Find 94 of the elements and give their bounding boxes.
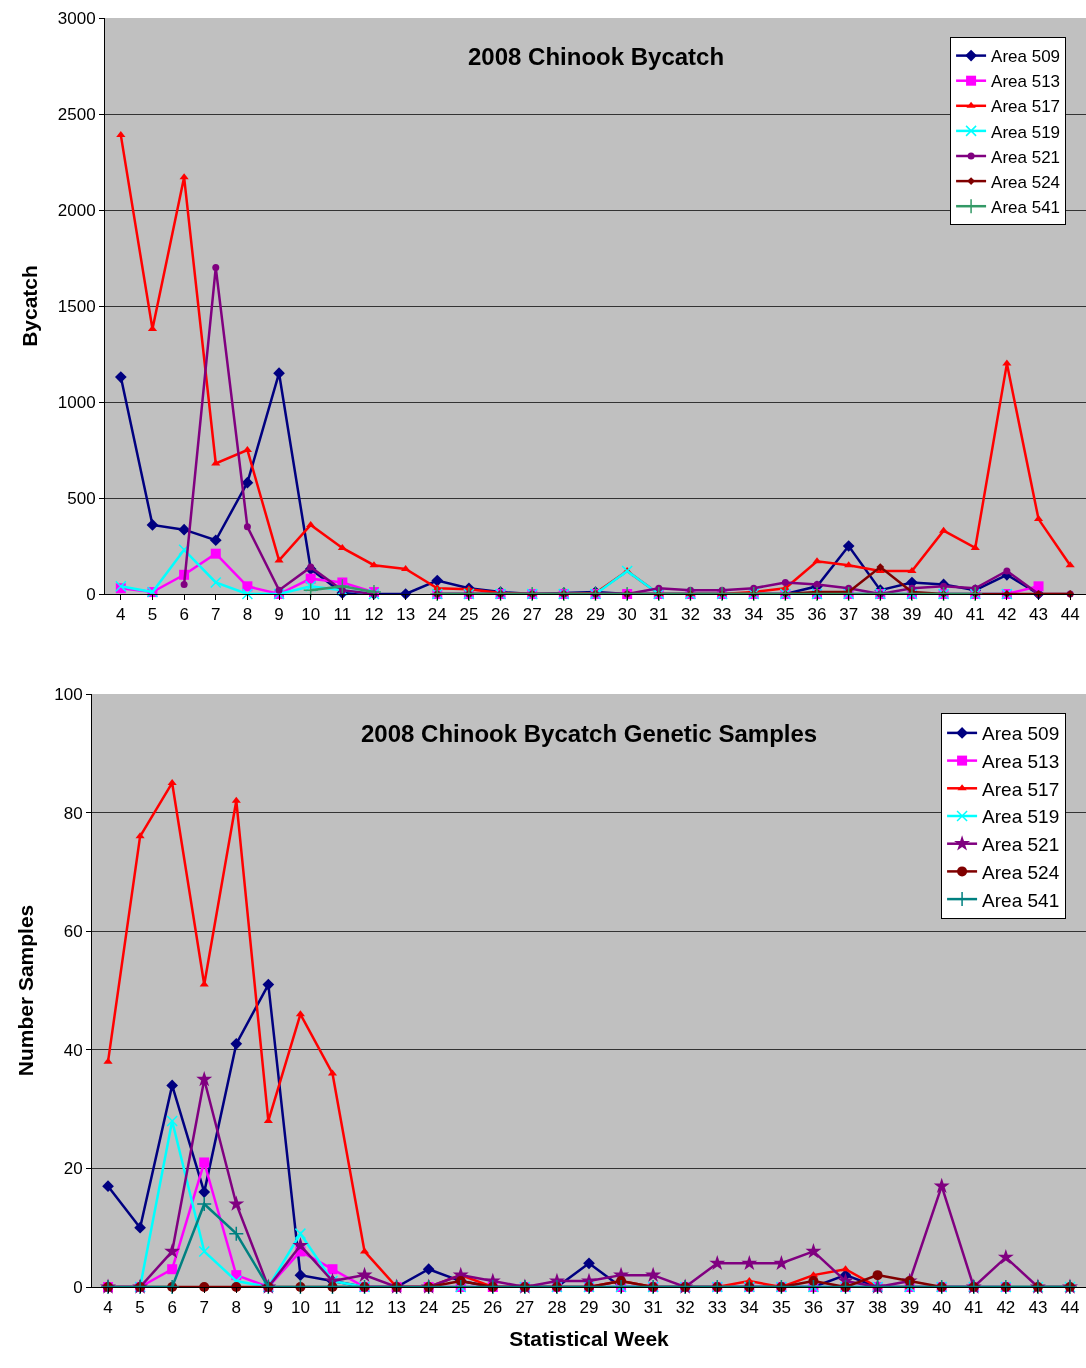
legend-label: Area 513 (982, 751, 1060, 773)
y-tick-label: 3000 (57, 8, 96, 28)
x-tick-label: 13 (387, 1298, 407, 1318)
legend-label: Area 541 (991, 197, 1061, 217)
y-tick-label: 1500 (57, 296, 96, 316)
x-tick-label: 30 (617, 605, 637, 625)
y-axis-title: Number Samples (14, 904, 38, 1077)
x-tick-label: 5 (135, 1298, 145, 1318)
x-tick-label: 36 (807, 605, 827, 625)
text: 2008 Chinook Bycatch Genetic Samples (361, 720, 818, 747)
x-tick-label: 38 (870, 605, 890, 625)
y-tick-label: 40 (63, 1040, 83, 1060)
y-tick-label: 0 (86, 584, 96, 604)
x-tick-label: 44 (1060, 1298, 1080, 1318)
legend-label: Area 521 (991, 147, 1061, 167)
x-tick-label: 41 (965, 605, 985, 625)
x-tick-label: 37 (839, 605, 859, 625)
x-tick-label: 44 (1060, 605, 1080, 625)
x-tick-label: 11 (323, 1298, 342, 1318)
x-tick-label: 8 (231, 1298, 242, 1318)
x-tick-label: 26 (483, 1298, 503, 1318)
x-tick-label: 27 (515, 1298, 535, 1318)
x-tick-label: 38 (868, 1298, 888, 1318)
x-tick-label: 13 (396, 605, 416, 625)
x-tick-label: 27 (522, 605, 542, 625)
x-tick-label: 30 (611, 1298, 631, 1318)
legend-label: Area 524 (991, 172, 1061, 192)
x-tick-label: 24 (419, 1298, 439, 1318)
x-tick-label: 10 (301, 605, 321, 625)
x-tick-label: 31 (643, 1298, 663, 1318)
x-tick-label: 41 (964, 1298, 984, 1318)
y-tick-label: 60 (63, 922, 83, 942)
x-tick-label: 28 (547, 1298, 567, 1318)
x-tick-label: 7 (199, 1298, 209, 1318)
legend-label: Area 517 (982, 778, 1060, 800)
x-tick-label: 43 (1029, 605, 1048, 625)
x-tick-label: 39 (900, 1298, 920, 1318)
x-tick-label: 10 (290, 1298, 310, 1318)
y-tick-label: 100 (54, 684, 83, 704)
legend-label: Area 509 (982, 723, 1060, 745)
x-tick-label: 6 (179, 605, 189, 625)
x-tick-label: 7 (211, 605, 221, 625)
x-tick-label: 5 (147, 605, 158, 625)
y-tick-label: 0 (73, 1277, 83, 1297)
y-tick-label: 500 (67, 488, 96, 508)
x-tick-label: 8 (242, 605, 253, 625)
x-tick-label: 39 (902, 605, 922, 625)
x-tick-label: 33 (712, 605, 732, 625)
y-tick-label: 1000 (57, 392, 96, 412)
x-tick-label: 25 (451, 1298, 471, 1318)
x-tick-label: 12 (355, 1298, 375, 1318)
x-tick-label: 37 (836, 1298, 855, 1318)
y-tick-label: 2000 (57, 200, 96, 220)
x-tick-label: 35 (775, 605, 795, 625)
legend-label: Area 541 (982, 889, 1060, 911)
x-tick-label: 12 (364, 605, 384, 625)
legend-label: Area 524 (982, 861, 1060, 883)
x-tick-label: 6 (167, 1298, 177, 1318)
x-tick-label: 4 (103, 1298, 113, 1318)
x-tick-label: 34 (744, 605, 764, 625)
x-tick-label: 35 (771, 1298, 791, 1318)
x-tick-label: 25 (459, 605, 479, 625)
x-tick-label: 33 (707, 1298, 727, 1318)
legend-label: Area 519 (982, 806, 1060, 828)
legend-label: Area 517 (991, 97, 1061, 117)
legend-label: Area 509 (991, 47, 1061, 67)
x-tick-label: 40 (932, 1298, 952, 1318)
x-tick-label: 29 (586, 605, 605, 625)
legend-label: Area 519 (991, 122, 1061, 142)
y-axis-title: Bycatch (17, 265, 41, 347)
y-tick-label: 80 (63, 803, 83, 823)
x-tick-label: 43 (1028, 1298, 1048, 1318)
y-tick-label: 2500 (57, 104, 96, 124)
x-tick-label: 26 (491, 605, 511, 625)
x-tick-label: 28 (554, 605, 574, 625)
x-axis-title: Statistical Week (509, 1326, 670, 1350)
x-tick-label: 36 (803, 1298, 823, 1318)
x-tick-label: 4 (116, 605, 126, 625)
legend-label: Area 513 (991, 72, 1061, 92)
x-tick-label: 42 (997, 605, 1017, 625)
x-tick-label: 11 (333, 605, 352, 625)
x-tick-label: 9 (274, 605, 284, 625)
x-tick-label: 42 (996, 1298, 1016, 1318)
legend-label: Area 521 (982, 834, 1060, 856)
x-tick-label: 34 (739, 1298, 759, 1318)
x-tick-label: 31 (649, 605, 669, 625)
x-tick-label: 9 (263, 1298, 274, 1318)
x-tick-label: 29 (579, 1298, 599, 1318)
x-tick-label: 32 (675, 1298, 695, 1318)
text: 2008 Chinook Bycatch (468, 43, 725, 70)
x-tick-label: 24 (427, 605, 447, 625)
y-tick-label: 20 (63, 1159, 83, 1179)
x-tick-label: 40 (934, 605, 954, 625)
x-tick-label: 32 (680, 605, 700, 625)
